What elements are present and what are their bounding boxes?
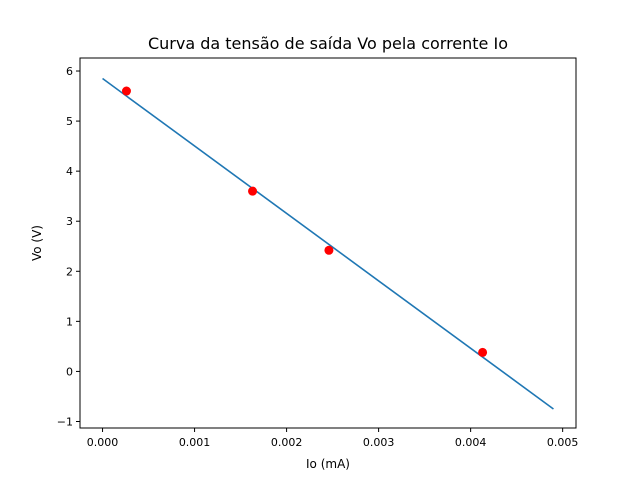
- x-tick-label: 0.005: [547, 436, 579, 449]
- y-tick-label: 1: [66, 315, 73, 328]
- data-point: [324, 245, 334, 255]
- chart-title: Curva da tensão de saída Vo pela corrent…: [148, 34, 508, 53]
- y-tick-label: 0: [66, 365, 73, 378]
- x-tick-label: 0.003: [363, 436, 395, 449]
- data-point: [478, 347, 488, 357]
- x-tick-label: 0.000: [87, 436, 119, 449]
- y-tick-label: 2: [66, 265, 73, 278]
- data-point: [248, 186, 258, 196]
- x-tick-label: 0.002: [271, 436, 303, 449]
- axes-frame: [79, 57, 577, 429]
- y-tick-label: 6: [66, 65, 73, 78]
- y-axis-ticks: −1 0 1 2 3 4 5 6: [57, 65, 80, 428]
- y-tick-label: 4: [66, 165, 73, 178]
- y-axis-label: Vo (V): [30, 225, 44, 261]
- x-axis-label: Io (mA): [306, 457, 350, 471]
- x-tick-label: 0.001: [179, 436, 211, 449]
- data-point: [121, 86, 131, 96]
- y-tick-label: 3: [66, 215, 73, 228]
- x-axis-ticks: 0.000 0.001 0.002 0.003 0.004 0.005: [87, 428, 579, 449]
- x-tick-label: 0.004: [455, 436, 487, 449]
- y-tick-label: −1: [57, 415, 73, 428]
- plot-area: [102, 77, 554, 410]
- y-tick-label: 5: [66, 115, 73, 128]
- fit-line: [102, 77, 554, 410]
